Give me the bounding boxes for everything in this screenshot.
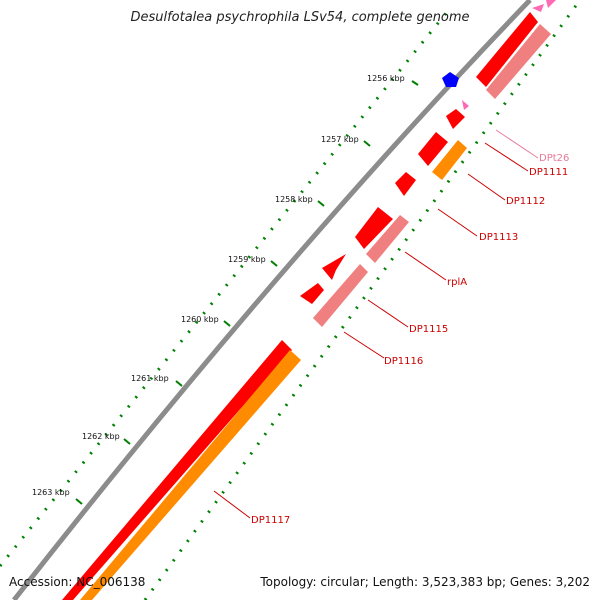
scale-ticks xyxy=(75,80,419,505)
leader-line xyxy=(343,331,385,359)
scale-tick xyxy=(411,80,419,86)
scale-label: 1258 kbp xyxy=(275,195,313,204)
cds-forward-feature xyxy=(418,132,448,166)
feature-label: DPt26 xyxy=(539,153,569,164)
scale-label: 1261 kbp xyxy=(131,374,169,383)
genome-backbone xyxy=(12,0,532,602)
genome-title: Desulfotalea psychrophila LSv54, complet… xyxy=(130,10,470,25)
scale-tick xyxy=(175,380,183,387)
feature-label: DP1116 xyxy=(384,356,423,367)
feature-labels: DPt26 DP1111 DP1112 DP1113 rplA DP1115 D… xyxy=(251,153,569,526)
blue-marker xyxy=(442,72,459,87)
leader-line xyxy=(495,129,539,159)
inner-dotted-guide xyxy=(143,0,582,601)
scale-label: 1256 kbp xyxy=(367,74,405,83)
cds-forward-feature xyxy=(62,340,292,600)
scale-tick xyxy=(75,498,83,505)
scale-labels: 1256 kbp 1257 kbp 1258 kbp 1259 kbp 1260… xyxy=(32,74,405,497)
leader-line xyxy=(484,142,529,172)
forward-strand-track xyxy=(62,12,538,600)
leader-line xyxy=(467,173,506,201)
cds-forward-feature xyxy=(395,172,416,196)
scale-tick xyxy=(317,200,325,207)
outer-dotted-guide xyxy=(0,11,449,567)
trna-feature xyxy=(462,100,469,110)
genome-summary-text: Topology: circular; Length: 3,523,383 bp… xyxy=(260,575,590,589)
feature-label: DP1115 xyxy=(409,324,448,335)
cds-forward-feature xyxy=(446,109,465,129)
cds-forward-feature xyxy=(476,12,538,87)
scale-tick xyxy=(270,260,278,267)
feature-label: DP1112 xyxy=(506,196,545,207)
trna-features xyxy=(442,0,556,110)
leader-line xyxy=(404,251,447,281)
orange-track-feature xyxy=(432,140,467,180)
scale-label: 1259 kbp xyxy=(228,255,266,264)
cds-forward-feature xyxy=(300,283,324,304)
orange-track xyxy=(80,140,467,600)
trna-feature xyxy=(546,0,556,8)
scale-tick xyxy=(223,320,231,327)
scale-tick xyxy=(123,438,131,445)
scale-tick xyxy=(363,140,371,147)
cds-reverse-feature xyxy=(486,24,551,99)
cds-forward-feature xyxy=(355,207,393,249)
cds-reverse-feature xyxy=(366,215,409,263)
orange-track-feature xyxy=(80,350,301,600)
scale-label: 1257 kbp xyxy=(321,135,359,144)
scale-label: 1262 kbp xyxy=(82,432,120,441)
cds-forward-feature xyxy=(322,254,346,280)
leader-lines xyxy=(213,129,539,519)
leader-line xyxy=(213,490,251,519)
reverse-strand-track xyxy=(313,24,551,327)
feature-label: DP1117 xyxy=(251,515,290,526)
cds-reverse-feature xyxy=(313,264,368,327)
feature-label: rplA xyxy=(447,277,467,288)
feature-label: DP1111 xyxy=(529,167,568,178)
feature-label: DP1113 xyxy=(479,232,518,243)
scale-label: 1263 kbp xyxy=(32,488,70,497)
leader-line xyxy=(437,208,478,237)
accession-text: Accession: NC_006138 xyxy=(9,575,146,589)
trna-feature xyxy=(532,4,544,12)
scale-label: 1260 kbp xyxy=(181,315,219,324)
leader-line xyxy=(367,299,409,328)
